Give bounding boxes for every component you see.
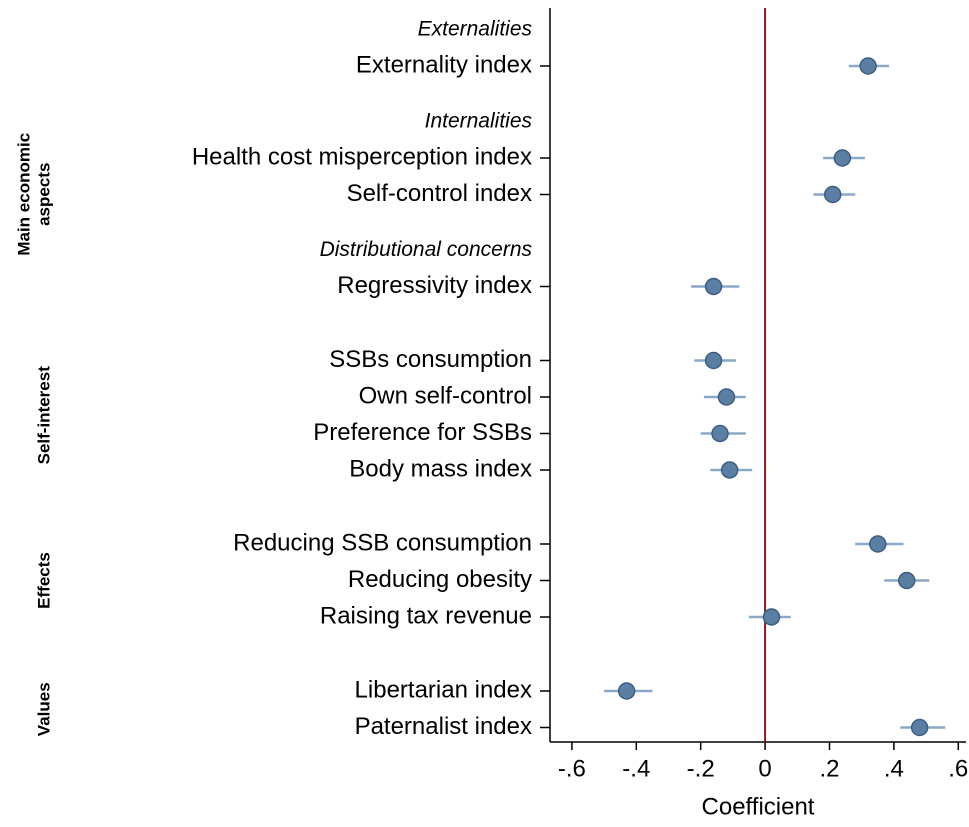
row-label: Paternalist index	[355, 713, 532, 740]
row-label: Reducing obesity	[348, 566, 532, 593]
x-tick-label: -.2	[687, 755, 715, 782]
point	[859, 57, 877, 75]
point	[717, 388, 736, 406]
x-axis-label: Coefficient	[702, 793, 815, 820]
row-label: Externality index	[356, 51, 532, 78]
group-label: Main economic	[14, 133, 33, 256]
row-label: Self-control index	[347, 180, 532, 207]
group-label: Self-interest	[34, 366, 53, 465]
point	[823, 185, 842, 204]
x-tick-label: .4	[884, 755, 904, 782]
group-label: Effects	[34, 552, 53, 609]
point	[704, 351, 723, 370]
row-label: Own self-control	[359, 382, 532, 409]
subgroup-heading: Externalities	[418, 18, 533, 41]
point	[720, 461, 739, 479]
row-label: SSBs consumption	[329, 346, 532, 373]
row-label: Regressivity index	[337, 272, 532, 299]
row-label: Raising tax revenue	[320, 602, 532, 629]
row-label: Reducing SSB consumption	[233, 529, 532, 556]
point	[898, 571, 916, 590]
x-tick-label: -.4	[622, 755, 650, 782]
row-label: Preference for SSBs	[313, 419, 532, 446]
x-tick-label: -.6	[558, 755, 586, 782]
group-label: Values	[34, 682, 53, 736]
x-tick-label: 0	[758, 755, 771, 782]
point	[711, 424, 729, 443]
x-tick-label: .6	[948, 755, 968, 782]
point	[704, 277, 723, 296]
subgroup-heading: Distributional concerns	[320, 238, 533, 261]
point	[910, 718, 929, 737]
x-tick-label: .2	[819, 755, 839, 782]
subgroup-heading: Internalities	[425, 110, 533, 133]
group-label: aspects	[34, 163, 53, 226]
point	[617, 682, 636, 700]
row-label: Libertarian index	[355, 676, 532, 703]
point	[762, 608, 781, 626]
point	[869, 535, 887, 553]
row-label: Body mass index	[349, 455, 532, 482]
point	[833, 149, 852, 167]
row-label: Health cost misperception index	[192, 143, 532, 170]
